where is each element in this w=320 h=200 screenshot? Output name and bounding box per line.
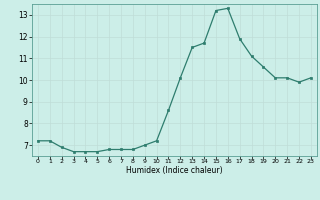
X-axis label: Humidex (Indice chaleur): Humidex (Indice chaleur) [126, 166, 223, 175]
